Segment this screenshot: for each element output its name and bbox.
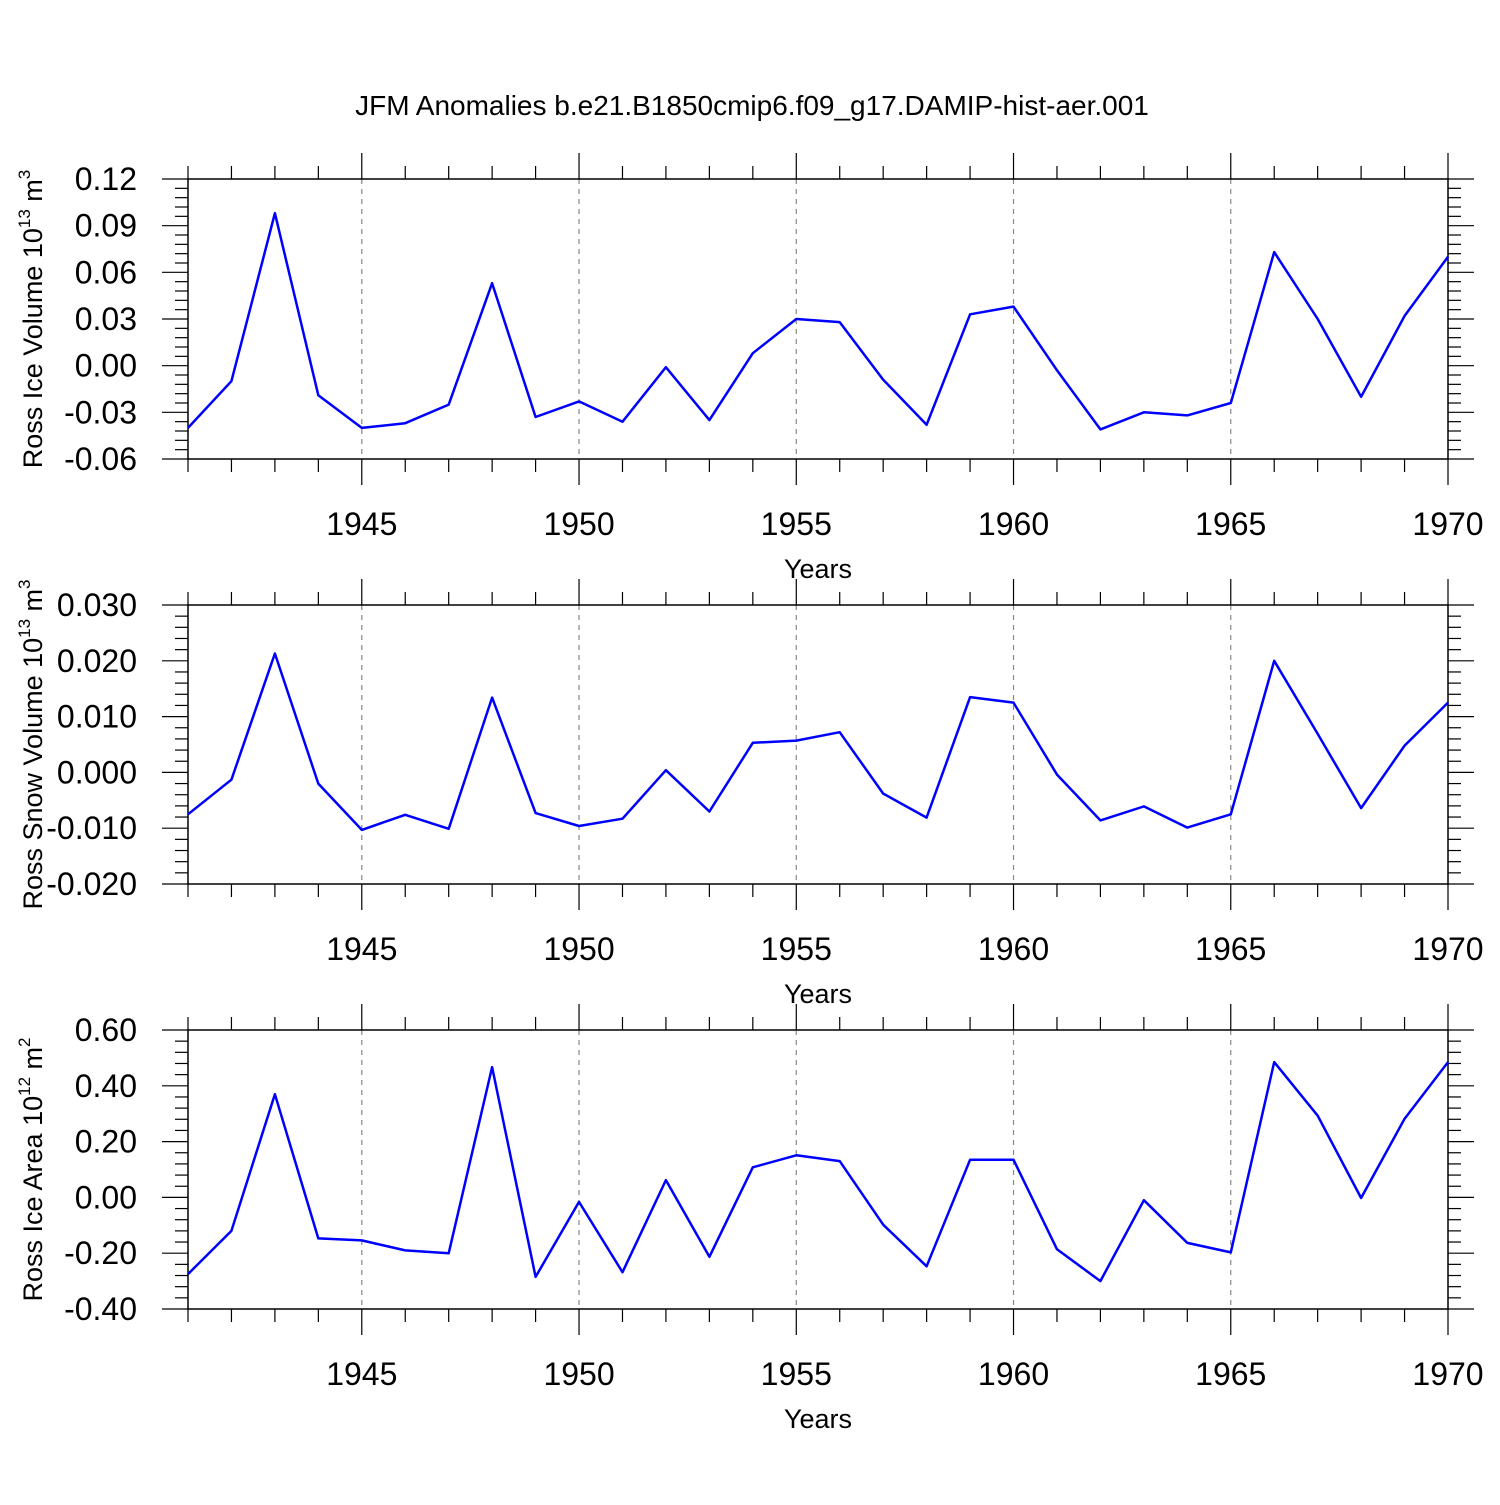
x-tick-label: 1950	[543, 1356, 614, 1392]
y-tick-label: 0.00	[75, 1179, 137, 1215]
x-tick-label: 1970	[1412, 506, 1483, 542]
y-tick-label: -0.03	[64, 394, 137, 430]
y-tick-label: 0.20	[75, 1124, 137, 1160]
y-tick-label: -0.06	[64, 441, 137, 477]
y-tick-label: 0.000	[57, 754, 137, 790]
y-tick-label: 0.09	[75, 208, 137, 244]
x-tick-label: 1965	[1195, 931, 1266, 967]
x-tick-label: 1960	[978, 1356, 1049, 1392]
y-tick-label: 0.010	[57, 699, 137, 735]
x-tick-label: 1950	[543, 931, 614, 967]
y-tick-label: 0.020	[57, 643, 137, 679]
y-axis-label: Ross Ice Area 1012 m2	[15, 1037, 48, 1301]
y-tick-label: 0.00	[75, 348, 137, 384]
y-tick-label: -0.020	[46, 866, 137, 902]
chart-panel-3: -0.40 -0.20 0.00 0.20 0.40 0.60 1945 1950 1955 19…	[15, 1004, 1484, 1434]
y-tick-label: 0.06	[75, 254, 137, 290]
x-axis-label: Years	[784, 979, 852, 1009]
chart-title: JFM Anomalies b.e21.B1850cmip6.f09_g17.D…	[355, 90, 1149, 121]
y-axis-label: Ross Snow Volume 1013 m3	[15, 579, 48, 909]
x-tick-label: 1950	[543, 506, 614, 542]
x-axis-label: Years	[784, 1404, 852, 1434]
x-tick-label: 1955	[761, 1356, 832, 1392]
x-axis-label: Years	[784, 554, 852, 584]
y-axis-label: Ross Ice Volume 1013 m3	[15, 170, 48, 469]
x-tick-label: 1965	[1195, 1356, 1266, 1392]
y-tick-label: 0.60	[75, 1012, 137, 1048]
plot-frame	[187, 1029, 1449, 1310]
y-tick-label: -0.20	[64, 1235, 137, 1271]
x-tick-label: 1945	[326, 506, 397, 542]
plot-frame	[187, 604, 1449, 885]
data-series-line	[187, 1060, 1449, 1283]
chart-panel-2: -0.020 -0.010 0.000 0.010 0.020 0.030 1945 1950…	[15, 579, 1484, 1009]
x-tick-label: 1960	[978, 931, 1049, 967]
plot-frame	[187, 178, 1449, 460]
x-tick-label: 1970	[1412, 1356, 1483, 1392]
y-tick-label: -0.40	[64, 1291, 137, 1327]
y-tick-label: -0.010	[46, 810, 137, 846]
data-series-line	[187, 652, 1449, 832]
x-tick-label: 1970	[1412, 931, 1483, 967]
y-tick-label: 0.40	[75, 1068, 137, 1104]
data-series-line	[187, 211, 1450, 431]
chart-panel-1: -0.06 -0.03 0.00 0.03 0.06 0.09 0.12 1945 1950 19…	[15, 153, 1484, 584]
x-tick-label: 1965	[1195, 506, 1266, 542]
x-tick-label: 1955	[761, 506, 832, 542]
y-tick-label: 0.030	[57, 587, 137, 623]
y-tick-label: 0.12	[75, 161, 137, 197]
y-tick-label: 0.03	[75, 301, 137, 337]
x-tick-label: 1945	[326, 1356, 397, 1392]
x-tick-label: 1955	[761, 931, 832, 967]
x-tick-label: 1945	[326, 931, 397, 967]
x-tick-label: 1960	[978, 506, 1049, 542]
